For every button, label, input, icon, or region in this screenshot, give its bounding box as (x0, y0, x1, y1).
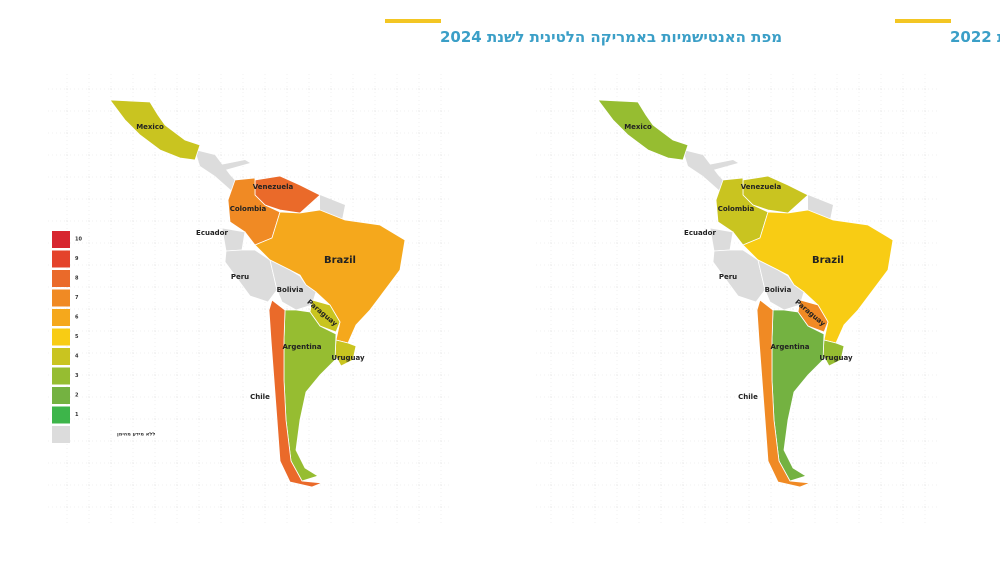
country-label: Peru (719, 273, 737, 281)
legend-swatch (52, 348, 70, 365)
grid-background (536, 74, 940, 526)
map-title: מפת האנטישמיות באמריקה הלטינית לשנת 2022 (950, 28, 1000, 46)
country-label: Ecuador (196, 229, 228, 237)
legend-label: ללא מידע מהימן (117, 432, 155, 438)
legend-swatch (52, 231, 70, 248)
legend-swatch (52, 309, 70, 326)
central-america (195, 150, 240, 191)
country-label: Uruguay (819, 354, 853, 362)
caribbean (220, 160, 250, 170)
legend-swatch (52, 270, 70, 287)
country-label: Venezuela (741, 183, 782, 191)
grid-background (48, 74, 452, 526)
country-shape (269, 259, 317, 311)
map-2022: Mexico Venezuela Colombia Ecuador Peru Brazil… (597, 99, 894, 488)
country-label: Chile (250, 393, 270, 401)
legend-label: 3 (75, 373, 79, 379)
legend-swatch (52, 426, 70, 443)
caribbean (708, 160, 738, 170)
central-america (683, 150, 728, 191)
country-label: Mexico (136, 123, 164, 131)
country-shape (109, 99, 201, 161)
country-label: Brazil (812, 255, 844, 266)
legend-label: 2 (75, 393, 79, 399)
title-accent (385, 19, 441, 23)
country-label: Bolivia (277, 286, 304, 294)
country-label: Peru (231, 273, 249, 281)
legend-swatch (52, 387, 70, 404)
legend-label: 8 (75, 276, 79, 282)
map-2024: Mexico Venezuela Colombia Ecuador Peru Brazil… (109, 99, 406, 488)
legend-swatch (52, 289, 70, 307)
legend-swatch (52, 250, 70, 268)
legend-label: 5 (75, 334, 79, 340)
country-shape (597, 99, 689, 161)
country-shape (756, 299, 811, 488)
legend-swatch (52, 328, 70, 346)
country-label: Uruguay (331, 354, 365, 362)
country-label: Bolivia (765, 286, 792, 294)
country-label: Chile (738, 393, 758, 401)
title-accent (895, 19, 951, 23)
country-shape (268, 299, 323, 488)
country-shape (757, 259, 805, 311)
map-title: מפת האנטישמיות באמריקה הלטינית לשנת 2024 (440, 28, 782, 46)
legend-swatch (52, 406, 70, 424)
country-label: Colombia (230, 205, 267, 213)
country-label: Argentina (770, 343, 809, 351)
legend-label: 4 (75, 354, 79, 360)
legend-label: 10 (75, 237, 82, 243)
country-shape (712, 249, 766, 303)
country-shape (224, 249, 278, 303)
country-label: Mexico (624, 123, 652, 131)
legend-swatch (52, 367, 70, 385)
country-label: Colombia (718, 205, 755, 213)
country-label: Venezuela (253, 183, 294, 191)
legend-label: 6 (75, 315, 79, 321)
country-label: Brazil (324, 255, 356, 266)
legend: 10 9 8 7 6 5 4 3 2 1 ללא מידע מהימן (52, 231, 155, 443)
country-label: Ecuador (684, 229, 716, 237)
legend-label: 9 (75, 256, 79, 262)
country-label: Argentina (282, 343, 321, 351)
legend-label: 7 (75, 295, 79, 301)
legend-label: 1 (75, 412, 79, 418)
